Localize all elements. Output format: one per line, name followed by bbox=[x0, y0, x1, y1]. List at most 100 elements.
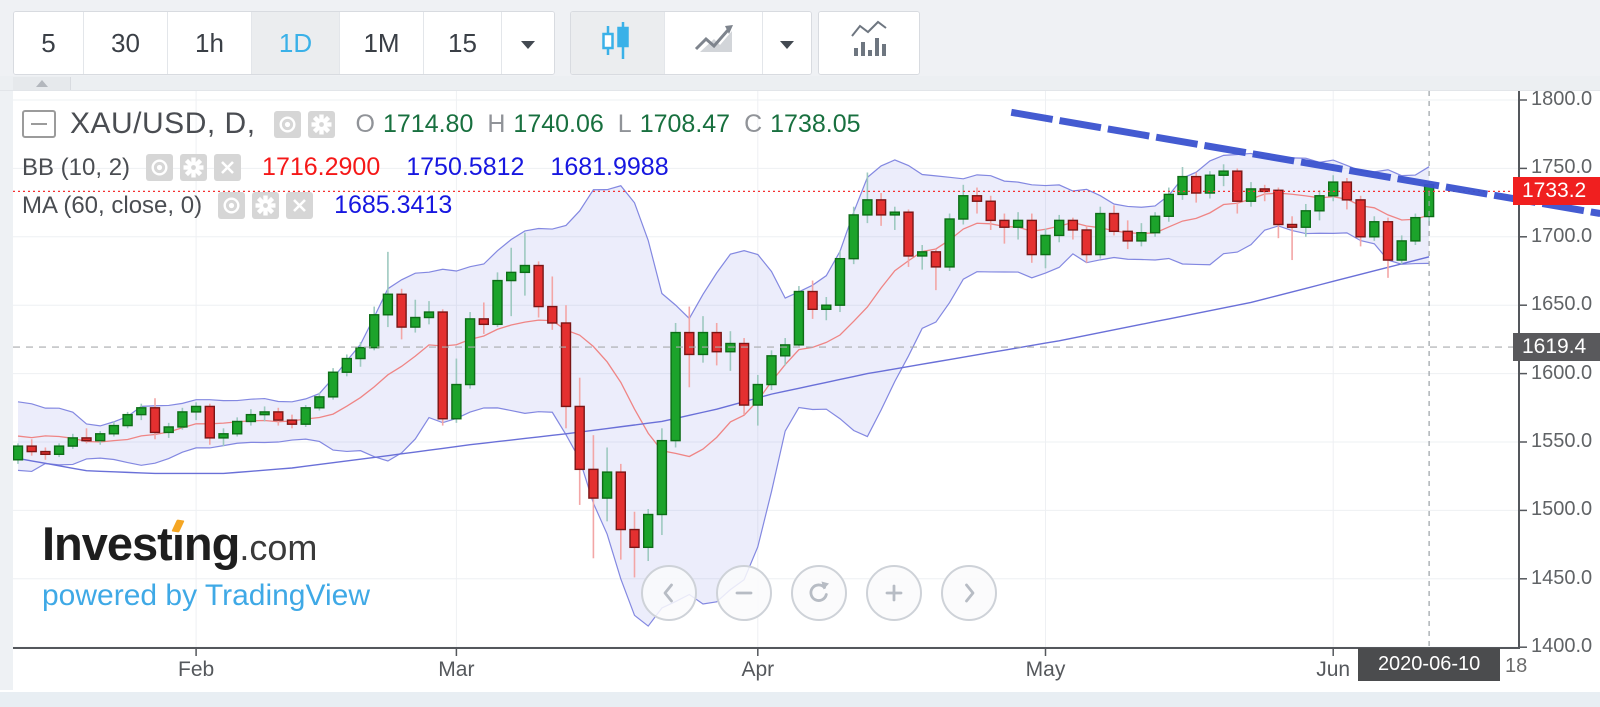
investing-logo[interactable]: Investı ng.com bbox=[42, 517, 318, 570]
ma-label: MA (60, close, 0) bbox=[22, 191, 203, 219]
toolbar: 5 30 1h 1D 1M 15 bbox=[0, 0, 1600, 76]
ma-legend-row: MA (60, close, 0) 1685.3413 bbox=[22, 191, 861, 220]
time-tick-label: Feb bbox=[178, 658, 215, 681]
minus-icon bbox=[31, 123, 47, 125]
current-price-badge: 1733.2 bbox=[1513, 177, 1600, 206]
ma-visibility-button[interactable] bbox=[218, 192, 246, 219]
ma-settings-button[interactable] bbox=[252, 192, 280, 219]
toolbar-scrollbar[interactable] bbox=[0, 76, 1600, 91]
price-tick-label: 1550.0 bbox=[1531, 430, 1593, 452]
timeframe-15-button[interactable]: 15 bbox=[424, 12, 502, 74]
gear-icon bbox=[311, 114, 332, 134]
price-tick-label: 1600.0 bbox=[1531, 361, 1593, 384]
timeframe-1m-button[interactable]: 1M bbox=[340, 12, 424, 74]
symbol-settings-button[interactable] bbox=[307, 110, 335, 138]
scroll-right-button[interactable] bbox=[941, 565, 997, 621]
zoom-out-button[interactable] bbox=[716, 565, 772, 621]
price-tick-label: 1450.0 bbox=[1531, 566, 1593, 589]
bb-values: 1716.2900 1750.5812 1681.9988 bbox=[262, 153, 695, 182]
time-tick-label: May bbox=[1025, 658, 1066, 681]
time-tick-label: Apr bbox=[741, 658, 775, 681]
line-chart-button[interactable] bbox=[665, 12, 763, 74]
symbol-title: XAU/USD, D, bbox=[70, 107, 256, 140]
eye-icon bbox=[279, 115, 296, 133]
bb-upper-line bbox=[17, 152, 1430, 427]
price-tick-label: 1650.0 bbox=[1531, 293, 1593, 316]
eye-icon bbox=[151, 159, 168, 176]
ma-remove-button[interactable] bbox=[286, 192, 314, 219]
ohlc-readout: O 1714.80 H 1740.06 L 1708.47 C 1738.05 bbox=[356, 110, 861, 139]
gear-icon bbox=[255, 195, 276, 216]
chart-nav-buttons bbox=[641, 565, 1016, 621]
trendline bbox=[1010, 108, 1600, 217]
scroll-left-button[interactable] bbox=[641, 565, 697, 621]
candlestick-chart-icon bbox=[596, 18, 640, 69]
candlestick-chart-button[interactable] bbox=[571, 12, 665, 74]
indicators-icon bbox=[847, 18, 891, 69]
toolbar-scroll-stepper[interactable] bbox=[13, 77, 71, 90]
powered-by-tradingview-link[interactable]: powered by TradingView bbox=[42, 579, 370, 612]
ma-value: 1685.3413 bbox=[334, 191, 453, 219]
timeframe-group: 5 30 1h 1D 1M 15 bbox=[13, 11, 555, 75]
left-gutter bbox=[0, 91, 13, 690]
ma60-line bbox=[17, 256, 1430, 475]
close-value: 1738.05 bbox=[770, 109, 861, 138]
bb-basis-value: 1716.2900 bbox=[262, 153, 381, 181]
timeframe-30-button[interactable]: 30 bbox=[84, 12, 168, 74]
bb-lower-value: 1681.9988 bbox=[550, 153, 669, 181]
close-icon bbox=[221, 161, 234, 174]
symbol-visibility-button[interactable] bbox=[273, 110, 301, 138]
eye-icon bbox=[223, 197, 240, 214]
price-tick-label: 1800.0 bbox=[1531, 88, 1593, 110]
price-level-badge: 1619.4 bbox=[1513, 333, 1600, 362]
logo-tld: .com bbox=[239, 527, 318, 568]
bb-visibility-button[interactable] bbox=[146, 154, 174, 181]
chart-type-dropdown-button[interactable] bbox=[763, 12, 811, 74]
zoom-in-icon bbox=[885, 584, 903, 602]
watermark: Investı ng.com powered by TradingView bbox=[42, 516, 370, 613]
price-tick-label: 1700.0 bbox=[1531, 224, 1593, 247]
gear-icon bbox=[183, 157, 204, 178]
timeframe-5-button[interactable]: 5 bbox=[14, 12, 84, 74]
high-label: H bbox=[487, 109, 506, 138]
timeframe-1d-button[interactable]: 1D bbox=[252, 12, 340, 74]
zoom-in-button[interactable] bbox=[866, 565, 922, 621]
open-value: 1714.80 bbox=[382, 109, 474, 138]
symbol-legend-row: XAU/USD, D, bbox=[22, 104, 861, 144]
chevron-left-icon bbox=[663, 583, 673, 603]
open-label: O bbox=[355, 109, 375, 138]
close-label: C bbox=[744, 109, 763, 138]
time-tick-label: Jun bbox=[1316, 658, 1351, 681]
bb-band-fill bbox=[18, 153, 1430, 627]
chart-type-group bbox=[570, 11, 812, 75]
orange-tick-icon bbox=[171, 519, 185, 533]
indicators-group bbox=[818, 11, 920, 75]
chevron-down-icon bbox=[777, 28, 797, 59]
price-tick-label: 1750.0 bbox=[1531, 156, 1593, 179]
low-value: 1708.47 bbox=[639, 109, 731, 138]
bottom-strip bbox=[0, 692, 1600, 707]
timeframe-dropdown-button[interactable] bbox=[502, 12, 554, 74]
bb-settings-button[interactable] bbox=[180, 154, 208, 181]
chevron-down-icon bbox=[518, 28, 538, 59]
time-tick-label: Mar bbox=[438, 658, 475, 681]
collapse-legend-button[interactable] bbox=[22, 110, 56, 138]
line-area-chart-icon bbox=[692, 18, 736, 69]
price-tick-label: 1400.0 bbox=[1531, 635, 1593, 658]
close-icon bbox=[293, 199, 306, 212]
crosshair-date-badge: 2020-06-10 bbox=[1358, 648, 1501, 681]
refresh-icon bbox=[809, 581, 829, 602]
price-tick-label: 1500.0 bbox=[1531, 498, 1593, 521]
timeframe-1h-button[interactable]: 1h bbox=[168, 12, 252, 74]
reset-chart-button[interactable] bbox=[791, 565, 847, 621]
bb-upper-value: 1750.5812 bbox=[406, 153, 525, 181]
low-label: L bbox=[617, 109, 632, 138]
bb-remove-button[interactable] bbox=[214, 154, 242, 181]
triangle-up-icon bbox=[35, 80, 48, 87]
high-value: 1740.06 bbox=[513, 109, 604, 138]
chart-legend: XAU/USD, D, bbox=[22, 104, 861, 229]
indicators-button[interactable] bbox=[819, 12, 919, 74]
ma-values: 1685.3413 bbox=[334, 191, 478, 220]
